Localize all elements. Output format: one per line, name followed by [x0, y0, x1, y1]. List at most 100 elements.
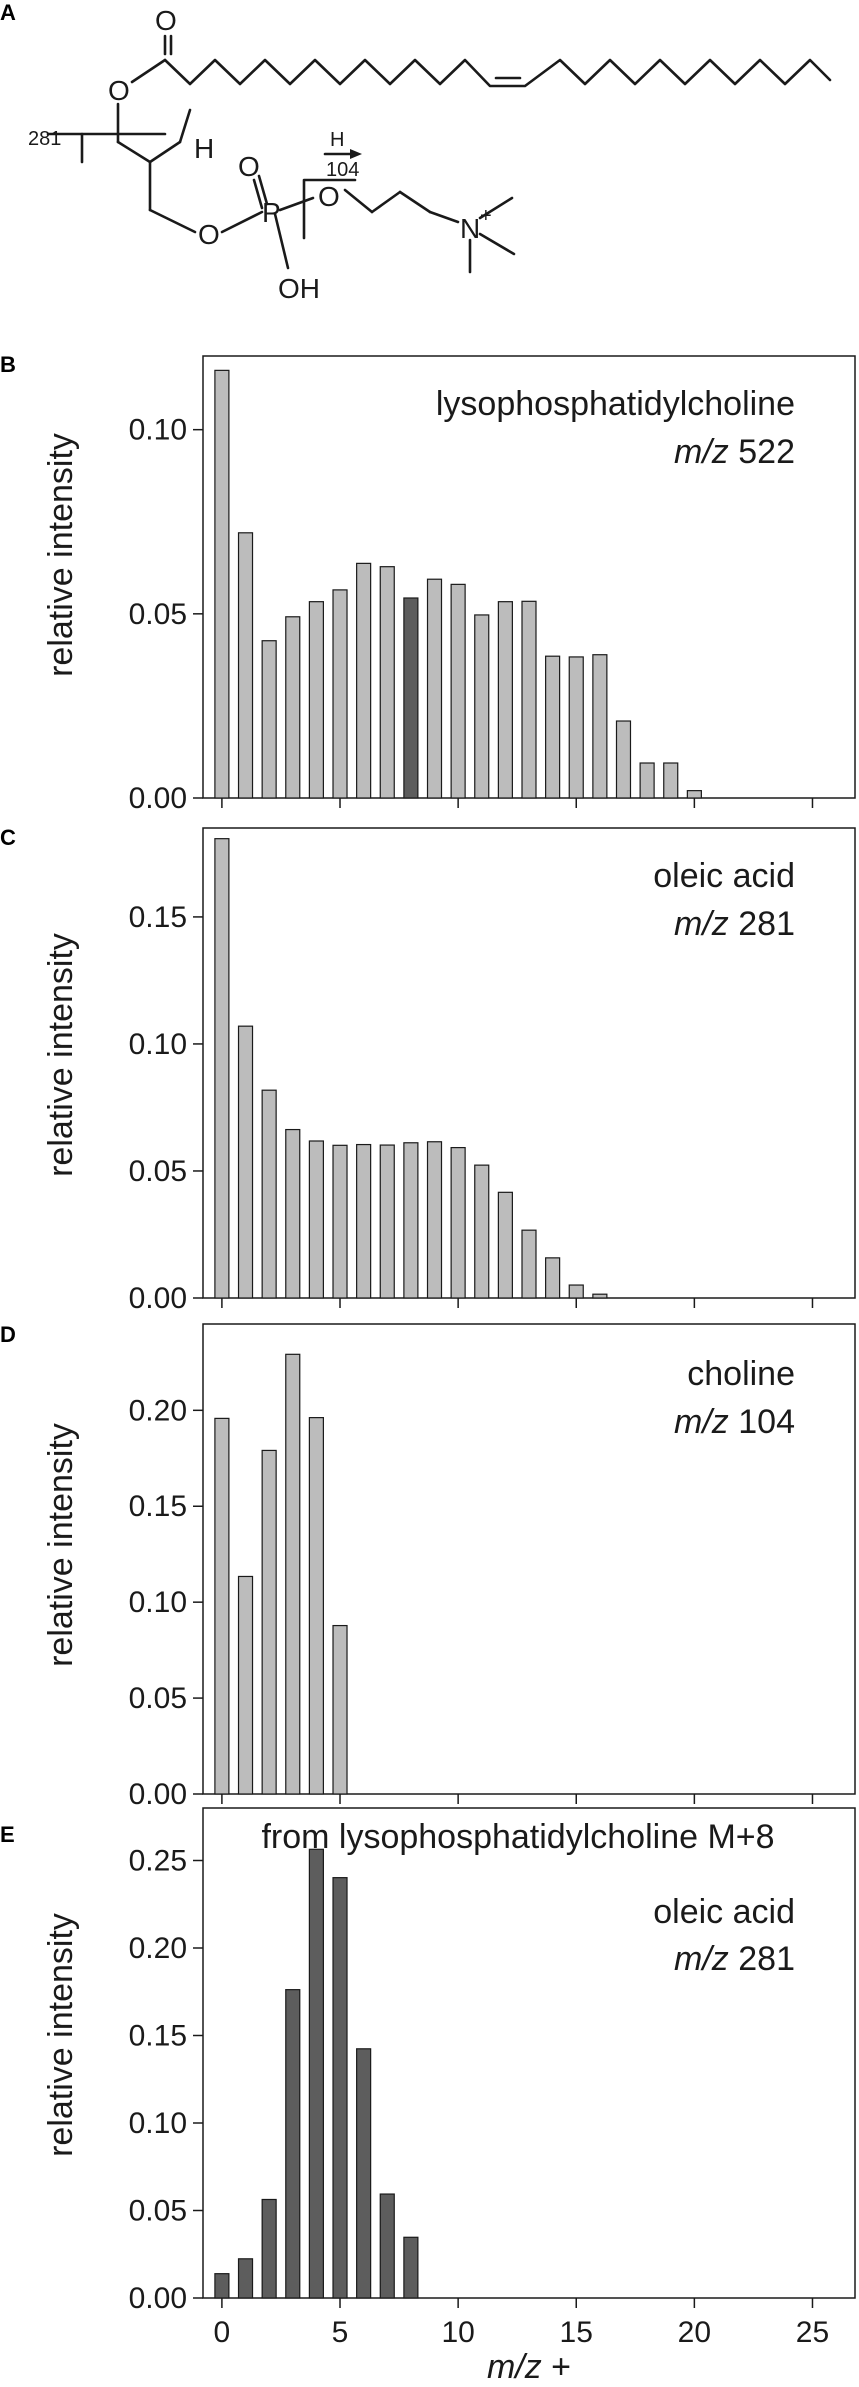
bar-c-0 — [214, 838, 230, 1299]
atom-n: N — [460, 213, 480, 244]
xlabel-suffix: + — [542, 2348, 571, 2386]
annotation-c-line2: m/z 281 — [674, 905, 795, 943]
bar-b-16 — [592, 654, 608, 799]
fragment-arrow-head — [350, 149, 362, 159]
ytick-label: 0.00 — [129, 782, 187, 815]
bar-d-2 — [261, 1449, 277, 1795]
fragment-104-h: H — [330, 129, 344, 151]
ytick-label: 0.15 — [129, 901, 187, 934]
ylabel-e: relative intensity — [42, 1913, 80, 2157]
ytick-label: 0.10 — [129, 414, 187, 447]
bar-c-15 — [568, 1284, 584, 1299]
bar-d-3 — [285, 1353, 301, 1795]
atom-p: P — [262, 197, 281, 228]
plot-frame-d — [202, 1323, 856, 1795]
panel-letter-c: C — [0, 825, 16, 850]
bar-e-5 — [332, 1877, 348, 2299]
bar-b-7 — [379, 566, 395, 799]
bar-e-3 — [285, 1989, 301, 2299]
atom-o-choline: O — [318, 181, 340, 212]
xtick-label: 20 — [678, 2316, 711, 2349]
atom-o-phosphate-top: O — [238, 151, 260, 182]
bar-b-2 — [261, 640, 277, 799]
bar-c-7 — [379, 1144, 395, 1299]
ytick-label: 0.00 — [129, 1778, 187, 1811]
bar-b-10 — [450, 583, 466, 799]
ytick-label: 0.00 — [129, 2282, 187, 2315]
ytick-label: 0.15 — [129, 2020, 187, 2053]
bar-d-4 — [308, 1417, 324, 1795]
ytick-group-e: 0.00 0.05 0.10 0.15 0.20 0.25 — [129, 1845, 814, 2315]
panel-c: C relative intensity 0.00 0.05 0.10 0.15 ol… — [0, 825, 856, 1315]
ylabel-d: relative intensity — [42, 1423, 80, 1667]
annotation-d-line2: m/z 104 — [674, 1403, 795, 1441]
bar-b-3 — [285, 616, 301, 799]
bar-b-5 — [332, 589, 348, 799]
xtick-group: 0 5 10 15 20 25 — [214, 2316, 830, 2349]
bar-b-0 — [214, 369, 230, 799]
bar-c-11 — [474, 1164, 490, 1299]
bar-b-17 — [615, 720, 632, 799]
plot-frame-e — [202, 1807, 856, 2299]
bar-group-e — [214, 1848, 419, 2299]
ytick-label: 0.20 — [129, 1394, 187, 1427]
panel-b: B relative intensity 0.00 0.05 0.10 lysoph… — [0, 352, 856, 815]
bar-d-5 — [332, 1624, 348, 1795]
bar-b-20 — [686, 790, 702, 799]
bar-e-2 — [261, 2198, 277, 2299]
ytick-label: 0.25 — [129, 1845, 187, 1878]
bar-e-8 — [403, 2236, 419, 2299]
bar-c-4 — [308, 1140, 324, 1299]
bar-c-9 — [426, 1141, 443, 1299]
bar-b-14 — [545, 655, 561, 799]
ytick-label: 0.20 — [129, 1932, 187, 1965]
xtick-label: 10 — [441, 2316, 474, 2349]
bar-d-1 — [237, 1575, 254, 1795]
annotation-c-line1: oleic acid — [653, 857, 795, 895]
annotation-b-line1: lysophosphatidylcholine — [436, 385, 795, 423]
panel-letter-a: A — [0, 0, 16, 25]
atom-h-hydroxyl: H — [194, 133, 214, 164]
annotation-e-mz: m/z — [674, 1940, 729, 1978]
annotation-d-mz: m/z — [674, 1403, 729, 1441]
panel-letter-e: E — [0, 1822, 15, 1847]
bar-b-13 — [521, 600, 537, 799]
ytick-label: 0.05 — [129, 1682, 187, 1715]
bar-group-c — [214, 838, 608, 1299]
fragment-281-label: 281 — [28, 128, 61, 150]
bar-c-2 — [261, 1089, 277, 1299]
bar-c-12 — [497, 1191, 513, 1299]
xtick-label: 25 — [796, 2316, 829, 2349]
bar-c-10 — [450, 1146, 466, 1299]
bar-b-6 — [356, 562, 372, 799]
bar-c-8 — [403, 1142, 419, 1299]
atom-o-carbonyl: O — [155, 5, 177, 36]
ylabel-b: relative intensity — [42, 433, 80, 677]
annotation-b-mz: m/z — [674, 433, 729, 471]
bar-b-18 — [639, 762, 655, 799]
annotation-d-value: 104 — [729, 1403, 795, 1441]
ytick-group-d: 0.00 0.05 0.10 0.15 0.20 — [129, 1394, 814, 1811]
panel-letter-d: D — [0, 1322, 16, 1347]
bar-group-d — [214, 1353, 348, 1795]
bar-c-5 — [332, 1144, 348, 1299]
xtick-label: 15 — [560, 2316, 593, 2349]
ytick-label: 0.05 — [129, 1155, 187, 1188]
ytick-label: 0.10 — [129, 2107, 187, 2140]
bar-b-1 — [237, 532, 254, 799]
bar-e-1 — [237, 2258, 254, 2299]
ytick-label: 0.05 — [129, 2195, 187, 2228]
atom-oh-phosphate: OH — [278, 273, 320, 304]
ytick-label: 0.15 — [129, 1490, 187, 1523]
annotation-e-value: 281 — [729, 1940, 795, 1978]
bar-e-6 — [356, 2048, 372, 2299]
bar-c-16 — [592, 1293, 608, 1299]
panel-e: E relative intensity 0.00 0.05 0.10 0.15 0.2… — [0, 1807, 856, 2386]
bar-c-14 — [545, 1257, 561, 1299]
panel-d: D relative intensity 0.00 0.05 0.10 0.15 0.2… — [0, 1322, 856, 1811]
bar-e-4 — [308, 1848, 324, 2299]
bar-b-4 — [308, 601, 324, 799]
ytick-label: 0.10 — [129, 1586, 187, 1619]
chart-title-e: from lysophosphatidylcholine M+8 — [261, 1818, 774, 1856]
panel-letter-b: B — [0, 352, 16, 377]
